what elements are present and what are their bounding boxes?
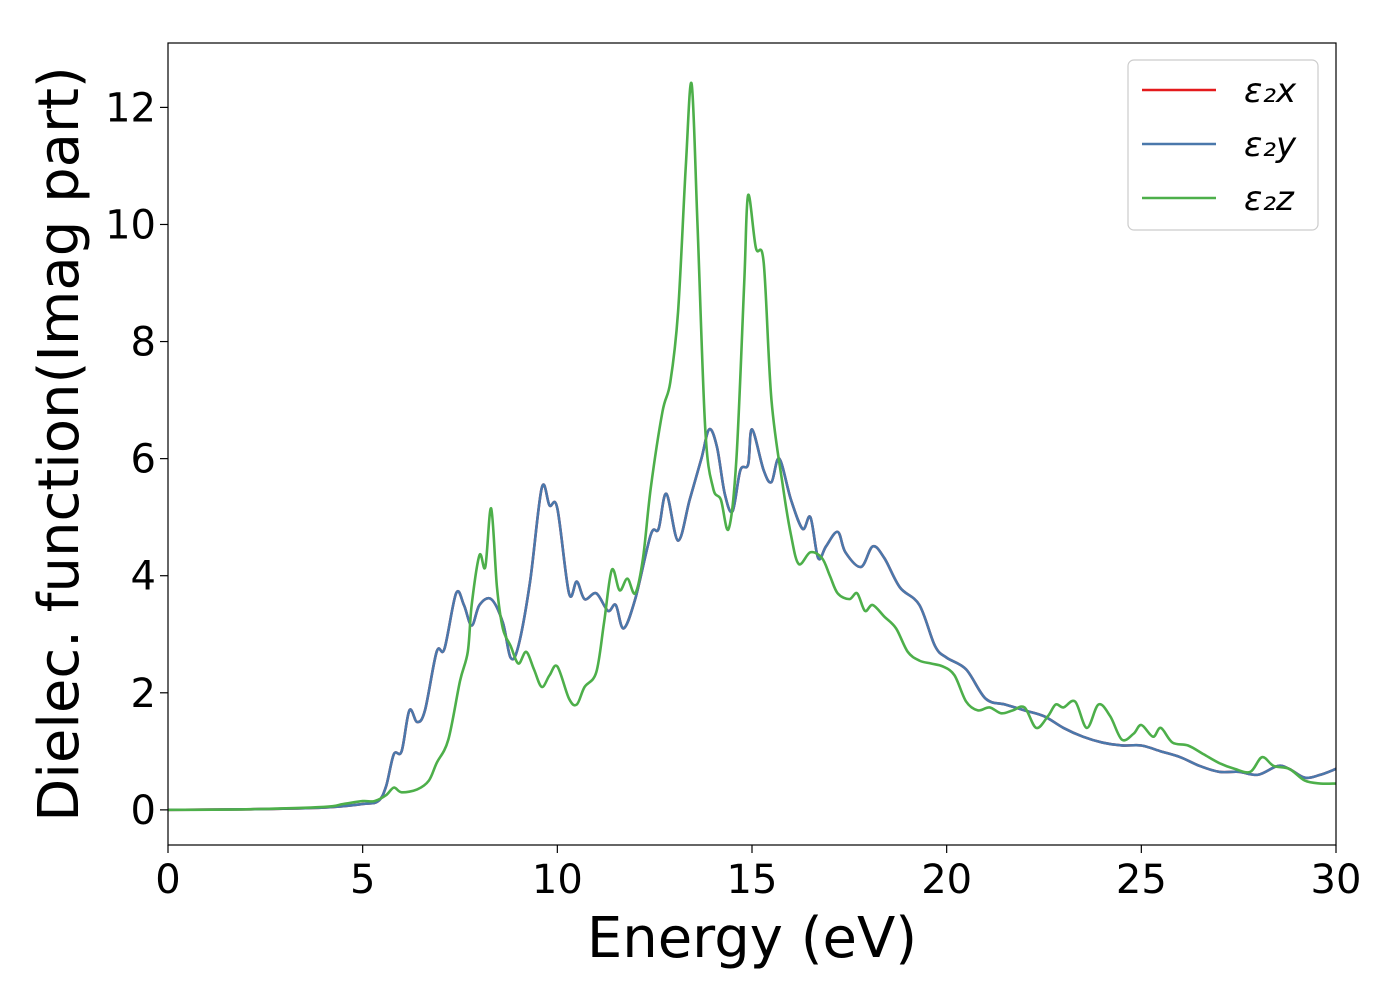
y-tick-label: 10 [105,202,156,248]
legend-box [1127,59,1319,231]
legend: ε₂x ε₂y ε₂z [1127,59,1319,231]
x-tick-label: 20 [921,857,972,903]
x-tick-label: 10 [532,857,583,903]
series-line-3 [168,81,1336,812]
y-tick-label: 12 [105,85,156,131]
y-tick-label: 4 [131,554,156,600]
legend-label-2: ε₂y [1244,125,1297,165]
x-tick-label: 15 [727,857,778,903]
y-tick-label: 8 [131,320,156,366]
legend-label-3: ε₂z [1244,179,1295,219]
y-tick-label: 2 [131,671,156,717]
y-tick-label: 6 [131,437,156,483]
y-axis-label: Dielec. function(Imag part) [27,66,92,822]
y-axis-ticks: 0 2 4 6 8 10 12 [105,85,168,834]
x-axis-ticks: 0 5 10 15 20 25 30 [155,845,1361,903]
x-tick-label: 0 [155,857,180,903]
series-lines [168,81,1336,812]
x-axis-label: Energy (eV) [587,906,917,971]
x-tick-label: 30 [1311,857,1362,903]
x-tick-label: 25 [1116,857,1167,903]
y-tick-label: 0 [131,788,156,834]
legend-label-1: ε₂x [1244,71,1297,111]
series-line-2 [168,427,1336,812]
x-tick-label: 5 [350,857,375,903]
